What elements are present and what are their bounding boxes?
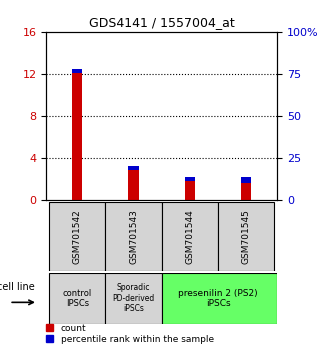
FancyBboxPatch shape [105,273,162,324]
Bar [72,69,82,73]
Text: GSM701542: GSM701542 [73,209,82,264]
Text: GSM701544: GSM701544 [185,209,194,264]
Bar [128,170,139,200]
Legend: count, percentile rank within the sample: count, percentile rank within the sample [46,324,214,344]
Text: control
IPSCs: control IPSCs [63,289,92,308]
Text: presenilin 2 (PS2)
iPSCs: presenilin 2 (PS2) iPSCs [178,289,258,308]
FancyBboxPatch shape [105,202,162,271]
Text: cell line: cell line [0,282,35,292]
FancyBboxPatch shape [218,202,274,271]
Title: GDS4141 / 1557004_at: GDS4141 / 1557004_at [89,16,235,29]
FancyBboxPatch shape [162,202,218,271]
Bar [185,181,195,200]
FancyBboxPatch shape [49,273,105,324]
FancyBboxPatch shape [49,202,105,271]
Text: GSM701545: GSM701545 [242,209,251,264]
Bar [72,73,82,200]
Text: GSM701543: GSM701543 [129,209,138,264]
Bar [241,177,251,183]
Text: Sporadic
PD-derived
iPSCs: Sporadic PD-derived iPSCs [113,283,155,313]
FancyBboxPatch shape [162,273,277,324]
Bar [185,177,195,181]
Bar [241,183,251,200]
Bar [128,166,139,170]
